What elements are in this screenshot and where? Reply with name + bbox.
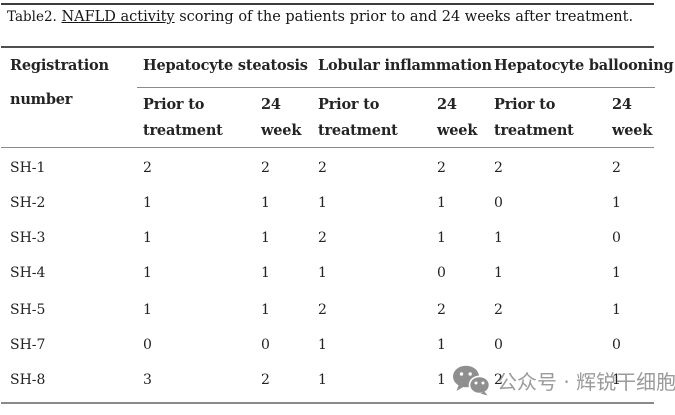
wechat-icon: [453, 365, 490, 396]
watermark: 公众号 · 辉锐干细胞: [452, 364, 675, 396]
cell-steatosis-24wk: 1: [261, 265, 270, 281]
table-bottom-rule: [1, 402, 654, 404]
table-number-label: Table2.: [7, 9, 57, 25]
subheader-steatosis-prior-line2: treatment: [143, 122, 223, 139]
table-row: SH-2 1 1 1 1 0 1: [0, 195, 675, 215]
cell-steatosis-24wk: 0: [261, 337, 270, 353]
cell-steatosis-prior: 1: [143, 230, 152, 246]
cell-inflammation-24wk: 2: [437, 302, 446, 318]
cell-steatosis-24wk: 1: [261, 302, 270, 318]
watermark-text: 公众号 · 辉锐干细胞: [497, 369, 675, 394]
cell-ballooning-24wk: 1: [612, 372, 621, 388]
cell-ballooning-prior: 2: [494, 372, 503, 388]
cell-inflammation-24wk: 0: [437, 265, 446, 281]
subheader-steatosis-prior-line1: Prior to: [143, 96, 205, 113]
subheader-inflammation-prior-line1: Prior to: [318, 96, 380, 113]
cell-ballooning-24wk: 1: [612, 195, 621, 211]
cell-steatosis-24wk: 2: [261, 372, 270, 388]
cell-registration: SH-3: [10, 230, 46, 246]
cell-inflammation-prior: 2: [318, 230, 327, 246]
cell-steatosis-prior: 3: [143, 372, 152, 388]
cell-ballooning-prior: 0: [494, 195, 503, 211]
registration-header-line1: Registration: [10, 57, 109, 74]
cell-inflammation-24wk: 1: [437, 337, 446, 353]
table-row: SH-1 2 2 2 2 2 2: [0, 160, 675, 180]
cell-inflammation-prior: 1: [318, 265, 327, 281]
cell-steatosis-prior: 2: [143, 160, 152, 176]
cell-inflammation-24wk: 1: [437, 230, 446, 246]
cell-ballooning-24wk: 1: [612, 265, 621, 281]
caption-top-rule: [1, 3, 654, 5]
subheader-inflammation-prior-line2: treatment: [318, 122, 398, 139]
cell-inflammation-prior: 2: [318, 302, 327, 318]
cell-inflammation-prior: 1: [318, 337, 327, 353]
table-row: SH-7 0 0 1 1 0 0: [0, 337, 675, 357]
cell-steatosis-prior: 1: [143, 302, 152, 318]
cell-inflammation-24wk: 2: [437, 160, 446, 176]
cell-ballooning-prior: 1: [494, 265, 503, 281]
cell-ballooning-24wk: 2: [612, 160, 621, 176]
table-row: SH-8 3 2 1 2 1 1: [0, 372, 675, 392]
subheader-steatosis-week-line2: week: [261, 122, 302, 139]
cell-steatosis-prior: 1: [143, 265, 152, 281]
nafld-activity-link[interactable]: NAFLD activity: [61, 9, 175, 25]
cell-steatosis-prior: 1: [143, 195, 152, 211]
subheader-ballooning-week-line2: week: [612, 122, 653, 139]
caption-text: scoring of the patients prior to and 24 …: [179, 9, 634, 25]
cell-ballooning-24wk: 1: [612, 302, 621, 318]
cell-ballooning-24wk: 0: [612, 230, 621, 246]
cell-steatosis-24wk: 1: [261, 195, 270, 211]
subheader-inflammation-week-line1: 24: [437, 96, 457, 113]
header-bottom-rule: [1, 147, 654, 148]
table-row: SH-5 1 1 2 2 2 1: [0, 302, 675, 322]
group-header-steatosis: Hepatocyte steatosis: [143, 57, 308, 74]
cell-steatosis-24wk: 2: [261, 160, 270, 176]
cell-ballooning-prior: 1: [494, 230, 503, 246]
group-header-ballooning: Hepatocyte ballooning: [494, 57, 674, 74]
cell-steatosis-24wk: 1: [261, 230, 270, 246]
cell-ballooning-prior: 0: [494, 337, 503, 353]
cell-ballooning-prior: 2: [494, 160, 503, 176]
cell-registration: SH-2: [10, 195, 46, 211]
group-header-rule: [137, 87, 655, 88]
cell-ballooning-prior: 2: [494, 302, 503, 318]
subheader-inflammation-week-line2: week: [437, 122, 478, 139]
table-row: SH-3 1 1 2 1 1 0: [0, 230, 675, 250]
cell-inflammation-prior: 1: [318, 195, 327, 211]
cell-registration: SH-5: [10, 302, 46, 318]
table-row: SH-4 1 1 1 0 1 1: [0, 265, 675, 285]
subheader-ballooning-prior-line1: Prior to: [494, 96, 556, 113]
cell-inflammation-24wk: 1: [437, 195, 446, 211]
subheader-ballooning-prior-line2: treatment: [494, 122, 574, 139]
registration-header-line2: number: [10, 91, 73, 108]
cell-inflammation-prior: 1: [318, 372, 327, 388]
subheader-ballooning-week-line1: 24: [612, 96, 632, 113]
cell-inflammation-prior: 2: [318, 160, 327, 176]
cell-inflammation-24wk: 1: [437, 372, 446, 388]
group-header-inflammation: Lobular inflammation: [318, 57, 492, 74]
subheader-steatosis-week-line1: 24: [261, 96, 281, 113]
cell-registration: SH-4: [10, 265, 46, 281]
cell-steatosis-prior: 0: [143, 337, 152, 353]
table-caption: Table2. NAFLD activity scoring of the pa…: [7, 9, 633, 25]
cell-ballooning-24wk: 0: [612, 337, 621, 353]
table-top-rule: [1, 46, 654, 48]
cell-registration: SH-1: [10, 160, 46, 176]
cell-registration: SH-8: [10, 372, 46, 388]
cell-registration: SH-7: [10, 337, 46, 353]
